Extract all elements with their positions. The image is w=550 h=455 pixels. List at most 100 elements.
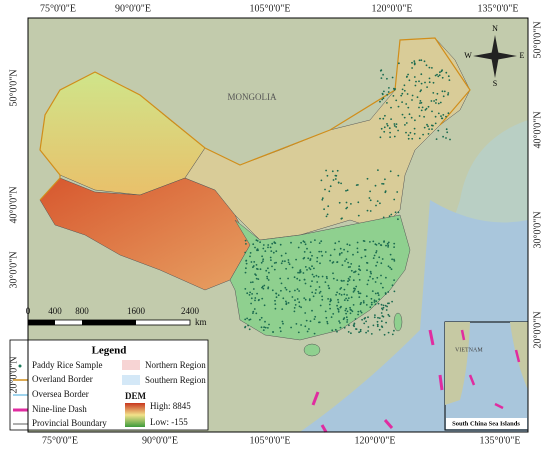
sample-dot — [379, 100, 381, 103]
sample-dot — [325, 275, 328, 278]
sample-dot — [249, 291, 252, 294]
sample-dot — [249, 318, 252, 321]
sample-dot — [360, 311, 363, 314]
sample-dot — [277, 294, 280, 297]
sample-dot — [365, 331, 367, 334]
sample-dot — [437, 102, 440, 105]
sample-dot — [288, 263, 291, 266]
sample-dot — [346, 189, 349, 192]
sample-dot — [328, 287, 331, 289]
sample-dot — [420, 101, 423, 104]
sample-dot — [346, 243, 349, 246]
sample-dot — [388, 302, 390, 305]
sample-dot — [376, 325, 379, 328]
sample-dot — [376, 323, 379, 326]
sample-dot — [311, 254, 313, 257]
nine-line-dash — [311, 329, 444, 433]
sample-dot — [321, 295, 323, 298]
sample-dot — [381, 308, 384, 311]
sample-dot — [341, 264, 344, 266]
legend-item: Nine-line Dash — [32, 404, 87, 414]
sample-dot — [443, 90, 446, 93]
sample-dot — [311, 265, 313, 268]
sample-dot — [381, 93, 384, 96]
sample-dot — [353, 325, 355, 328]
sample-dot — [385, 244, 387, 247]
sample-dot — [393, 135, 396, 138]
sample-dot — [377, 302, 380, 305]
sample-dot — [279, 277, 282, 280]
sample-dot — [260, 326, 263, 329]
sample-dot — [354, 318, 357, 320]
sample-dot — [340, 287, 343, 289]
sample-dot — [275, 296, 278, 299]
sample-dot — [331, 262, 334, 264]
sample-dot — [329, 307, 331, 310]
sample-dot — [382, 286, 384, 289]
sample-dot — [436, 92, 439, 95]
sample-dot — [411, 137, 414, 140]
sample-dot — [319, 290, 322, 293]
sample-dot — [439, 101, 442, 104]
sample-dot — [442, 95, 445, 98]
sample-dot — [287, 261, 290, 264]
sample-dot — [245, 267, 247, 270]
sample-dot — [318, 242, 321, 245]
sample-dot — [397, 129, 399, 132]
legend-dem-high: High: 8845 — [150, 401, 191, 411]
sample-dot — [382, 183, 385, 185]
lon-label: 105°0'0"E — [250, 435, 291, 446]
sample-dot — [259, 318, 261, 321]
sample-dot — [367, 279, 370, 282]
sample-dot — [357, 313, 359, 316]
sample-dot — [381, 182, 383, 185]
sample-dot — [295, 258, 297, 261]
sample-dot — [300, 324, 302, 326]
sample-dot — [337, 309, 340, 311]
sample-dot — [432, 92, 435, 94]
sample-dot — [336, 169, 339, 172]
sample-dot — [375, 244, 378, 246]
sample-dot — [385, 309, 388, 311]
sample-dot — [427, 133, 430, 135]
sample-dot — [352, 291, 355, 293]
sample-dot — [264, 250, 267, 253]
sample-dot — [372, 324, 375, 327]
sample-dot — [257, 278, 260, 280]
sample-dot — [411, 99, 413, 101]
lat-label: 20°0'0"N — [532, 311, 543, 348]
sample-dot — [389, 266, 391, 269]
sample-dot — [348, 324, 350, 327]
sample-dot — [364, 317, 367, 319]
sample-dot — [313, 318, 316, 320]
sample-dot — [300, 241, 302, 244]
sample-dot — [344, 309, 347, 312]
sample-dot — [254, 273, 256, 275]
sample-dot — [343, 317, 346, 319]
sample-dot — [343, 279, 345, 282]
sample-dot — [316, 281, 319, 283]
legend-item: Paddy Rice Sample — [32, 360, 103, 370]
scale-tick: 1600 — [127, 306, 146, 316]
sample-dot — [393, 242, 396, 245]
sample-dot — [428, 128, 430, 131]
sample-dot — [437, 112, 440, 115]
sample-dot — [257, 299, 260, 302]
sample-dot — [263, 284, 266, 287]
sample-dot — [357, 290, 360, 293]
sample-dot — [416, 96, 419, 99]
sample-dot — [332, 179, 335, 181]
sample-dot — [338, 240, 340, 243]
sample-dot — [310, 241, 312, 244]
sample-dot — [308, 267, 311, 269]
sample-dot — [424, 81, 426, 84]
sample-dot — [386, 93, 389, 96]
sample-dot — [299, 270, 301, 272]
sample-dot — [287, 259, 290, 261]
sample-dot — [298, 279, 301, 282]
sample-dot — [262, 247, 265, 250]
sample-dot — [359, 303, 362, 306]
sample-dot — [336, 261, 339, 263]
sample-dot — [391, 333, 394, 336]
sample-dot — [373, 299, 376, 302]
